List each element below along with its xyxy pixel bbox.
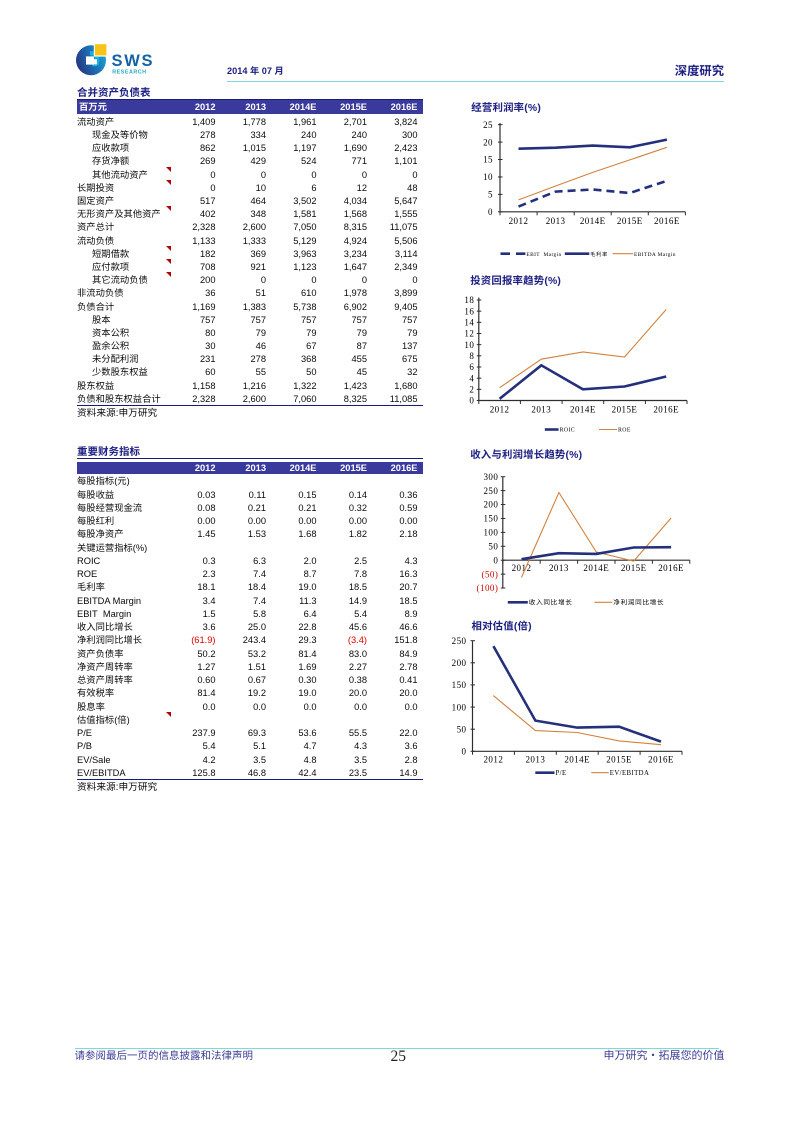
svg-text:2014E: 2014E <box>570 405 596 415</box>
svg-text:净利润同比增长: 净利润同比增长 <box>613 597 664 607</box>
svg-text:150: 150 <box>483 514 498 524</box>
svg-text:2015E: 2015E <box>606 754 632 764</box>
svg-text:(50): (50) <box>482 569 499 579</box>
svg-text:50: 50 <box>488 541 498 551</box>
svg-text:经营利润率(%): 经营利润率(%) <box>471 99 541 114</box>
svg-text:200: 200 <box>452 658 467 668</box>
svg-text:P/E: P/E <box>556 770 567 777</box>
svg-text:ROE: ROE <box>618 428 631 434</box>
svg-text:12: 12 <box>464 329 474 339</box>
svg-text:100: 100 <box>452 702 467 712</box>
svg-text:2016E: 2016E <box>654 216 680 226</box>
svg-text:150: 150 <box>452 680 467 690</box>
svg-text:2014E: 2014E <box>580 216 606 226</box>
svg-text:2015E: 2015E <box>621 563 647 573</box>
svg-text:16: 16 <box>464 306 474 316</box>
svg-text:0: 0 <box>469 396 474 406</box>
svg-text:100: 100 <box>483 528 498 538</box>
svg-text:5: 5 <box>488 190 493 200</box>
svg-text:2013: 2013 <box>546 216 566 226</box>
svg-text:2012: 2012 <box>509 216 529 226</box>
svg-text:300: 300 <box>483 472 498 482</box>
svg-text:250: 250 <box>483 486 498 496</box>
svg-text:18: 18 <box>464 295 474 305</box>
svg-text:25: 25 <box>483 120 493 130</box>
svg-text:200: 200 <box>483 500 498 510</box>
svg-text:10: 10 <box>464 340 474 350</box>
svg-text:2016E: 2016E <box>648 754 674 764</box>
svg-text:毛利率: 毛利率 <box>590 251 608 258</box>
svg-text:250: 250 <box>452 636 467 646</box>
svg-text:投资回报率趋势(%): 投资回报率趋势(%) <box>470 272 561 287</box>
svg-text:14: 14 <box>464 318 474 328</box>
svg-text:2016E: 2016E <box>653 405 679 415</box>
svg-text:0: 0 <box>488 207 493 217</box>
svg-text:0: 0 <box>462 747 467 757</box>
svg-text:2013: 2013 <box>549 563 569 573</box>
svg-text:EBITDA Margin: EBITDA Margin <box>634 252 676 258</box>
svg-text:2012: 2012 <box>490 405 510 415</box>
svg-text:2012: 2012 <box>512 563 532 573</box>
svg-text:50: 50 <box>457 724 467 734</box>
svg-text:(100): (100) <box>477 583 499 593</box>
svg-text:RESEARCH: RESEARCH <box>112 70 146 76</box>
svg-text:10: 10 <box>483 172 493 182</box>
svg-text:SWS: SWS <box>112 52 155 70</box>
svg-text:2012: 2012 <box>483 754 503 764</box>
svg-text:相对估值(倍): 相对估值(倍) <box>472 617 532 632</box>
svg-text:4: 4 <box>469 373 474 383</box>
svg-text:2016E: 2016E <box>658 563 684 573</box>
svg-text:ROIC: ROIC <box>560 428 575 434</box>
svg-text:8: 8 <box>469 351 474 361</box>
svg-text:20: 20 <box>483 137 493 147</box>
svg-text:2: 2 <box>469 385 474 395</box>
svg-text:EBIT Margin: EBIT Margin <box>526 252 561 258</box>
svg-text:2014E: 2014E <box>583 563 609 573</box>
svg-text:0: 0 <box>493 555 498 565</box>
svg-text:2015E: 2015E <box>617 216 643 226</box>
svg-text:2013: 2013 <box>525 754 545 764</box>
svg-text:收入同比增长: 收入同比增长 <box>529 597 573 607</box>
svg-text:2014E: 2014E <box>564 754 590 764</box>
svg-text:6: 6 <box>469 362 474 372</box>
svg-text:EV/EBITDA: EV/EBITDA <box>610 770 649 777</box>
svg-text:2013: 2013 <box>531 405 551 415</box>
svg-text:15: 15 <box>483 155 493 165</box>
svg-text:收入与利润增长趋势(%): 收入与利润增长趋势(%) <box>470 446 582 461</box>
svg-text:2015E: 2015E <box>612 405 638 415</box>
